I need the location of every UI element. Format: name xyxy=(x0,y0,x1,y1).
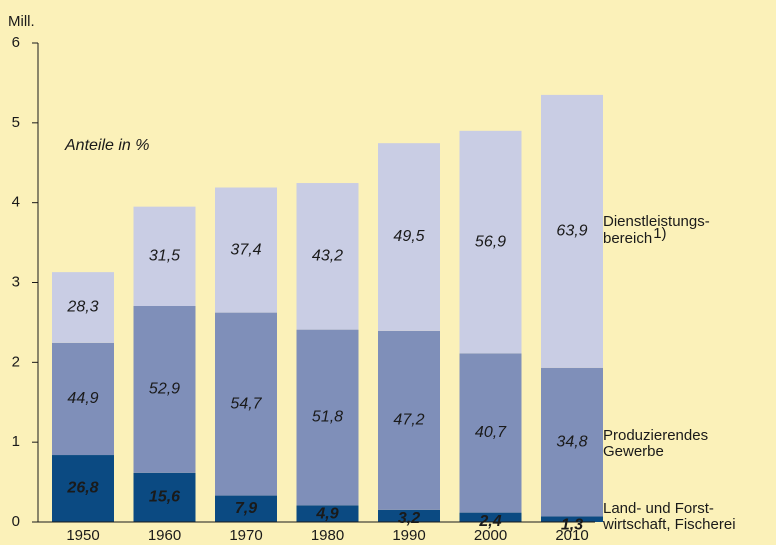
bar-segment xyxy=(52,455,114,522)
data-label: 26,8 xyxy=(66,480,98,497)
bar-segment xyxy=(215,187,277,313)
y-tick-label: 1 xyxy=(12,433,20,450)
y-tick-label: 2 xyxy=(12,353,20,370)
x-tick-label: 1950 xyxy=(66,527,99,544)
data-label: 31,5 xyxy=(149,248,180,265)
x-tick-label: 1990 xyxy=(392,527,425,544)
bar-segment xyxy=(459,353,522,513)
y-tick-label: 6 xyxy=(12,34,20,51)
bar-segment xyxy=(541,516,603,522)
legend-note: 1) xyxy=(653,225,666,242)
data-label: 1,3 xyxy=(561,517,583,534)
x-tick-label: 1960 xyxy=(148,527,181,544)
y-tick-label: 3 xyxy=(12,273,20,290)
legend-label: Gewerbe xyxy=(603,443,664,460)
data-label: 54,7 xyxy=(230,395,262,412)
bar-segment xyxy=(378,330,440,510)
bar-segment xyxy=(378,143,440,331)
data-label: 47,2 xyxy=(393,412,424,429)
data-label: 51,8 xyxy=(312,409,343,426)
data-label: 40,7 xyxy=(475,424,507,441)
y-axis-label: Mill. xyxy=(8,13,35,30)
data-label: 43,2 xyxy=(312,248,343,265)
bar-segment xyxy=(133,472,196,522)
data-label: 3,2 xyxy=(398,510,420,527)
legend-label: Land- und Forst- xyxy=(603,500,714,517)
bar-segment xyxy=(541,94,603,368)
data-label: 52,9 xyxy=(149,381,180,398)
y-tick-label: 5 xyxy=(12,114,20,131)
bar-segment xyxy=(541,367,603,517)
bar-segment xyxy=(133,206,196,306)
x-tick-label: 1980 xyxy=(311,527,344,544)
bar-segment xyxy=(215,312,277,496)
legend-label: bereich xyxy=(603,230,652,247)
y-tick-label: 4 xyxy=(12,194,20,211)
data-label: 15,6 xyxy=(149,489,180,506)
annotation: Anteile in % xyxy=(64,137,150,154)
data-label: 44,9 xyxy=(67,390,98,407)
bar-segment xyxy=(378,509,440,522)
bar-segment xyxy=(459,512,522,522)
x-tick-label: 1970 xyxy=(229,527,262,544)
data-label: 63,9 xyxy=(556,223,587,240)
bar-segment xyxy=(459,130,522,354)
bar-segment xyxy=(133,305,196,473)
bar-segment xyxy=(52,272,114,343)
bar-segment xyxy=(52,342,114,456)
x-tick-label: 2000 xyxy=(474,527,507,544)
data-label: 56,9 xyxy=(475,233,506,250)
bar-segment xyxy=(296,329,359,506)
data-label: 49,5 xyxy=(393,228,424,245)
x-tick-label: 2010 xyxy=(555,527,588,544)
data-label: 34,8 xyxy=(556,433,587,450)
legend-label: Produzierendes xyxy=(603,427,708,444)
legend-label: Dienstleistungs- xyxy=(603,213,710,230)
y-tick-label: 0 xyxy=(12,513,20,530)
data-label: 37,4 xyxy=(230,241,261,258)
bar-segment xyxy=(215,495,277,522)
data-label: 2,4 xyxy=(478,513,501,530)
data-label: 28,3 xyxy=(66,299,98,316)
legend-label: wirtschaft, Fischerei xyxy=(602,516,736,533)
bar-segment xyxy=(296,505,359,522)
bar-segment xyxy=(296,183,359,330)
data-label: 4,9 xyxy=(315,506,338,523)
data-label: 7,9 xyxy=(235,500,257,517)
